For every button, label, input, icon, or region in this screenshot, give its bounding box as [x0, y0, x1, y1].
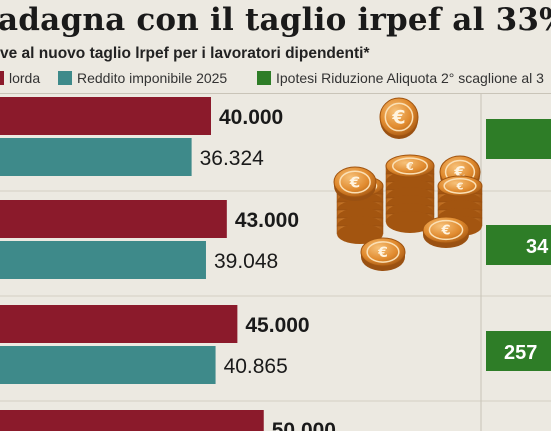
- legend-swatch-lorda: [0, 71, 4, 85]
- label-lorda: 43.000: [235, 209, 299, 232]
- legend-item-imponibile: Reddito imponibile 2025: [58, 70, 227, 86]
- coin-stack-layer: [385, 211, 435, 233]
- legend-swatch-ipotesi: [257, 71, 271, 85]
- legend-item-ipotesi: Ipotesi Riduzione Aliquota 2° scaglione …: [257, 70, 544, 86]
- euro-coin-icon: €: [422, 216, 470, 248]
- bar-lorda: [0, 410, 264, 431]
- svg-text:€: €: [349, 173, 360, 191]
- bar-lorda: [0, 200, 227, 238]
- svg-text:€: €: [377, 245, 388, 261]
- svg-text:€: €: [391, 107, 405, 129]
- label-lorda: 45.000: [245, 314, 309, 337]
- header-divider: [0, 93, 551, 94]
- coin-stack-layer: [336, 224, 384, 244]
- legend-label-lorda: lorda: [9, 70, 41, 86]
- euro-coin-icon: €: [437, 175, 483, 197]
- chart-title: adagna con il taglio irpef al 33%: [0, 2, 551, 38]
- label-imponibile: 36.324: [200, 147, 265, 170]
- svg-text:€: €: [456, 182, 464, 193]
- svg-text:€: €: [440, 224, 450, 239]
- bar-ipotesi: [486, 331, 551, 371]
- euro-coin-icon: €: [385, 154, 435, 178]
- label-imponibile: 40.865: [224, 355, 288, 378]
- label-lorda: 40.000: [219, 106, 283, 129]
- euro-coin-icon: €: [333, 166, 377, 201]
- coins-illustration: €€€€€€€€: [333, 97, 483, 271]
- legend-label-imponibile: Reddito imponibile 2025: [77, 70, 228, 86]
- label-imponibile: 39.048: [214, 250, 278, 273]
- label-ipotesi: 34: [526, 236, 549, 258]
- bar-ipotesi: [486, 225, 551, 265]
- svg-text:€: €: [405, 160, 414, 173]
- euro-coin-icon: €: [379, 97, 419, 139]
- legend-swatch-imponibile: [58, 71, 72, 85]
- chart-subtitle: ve al nuovo taglio lrpef per i lavorator…: [0, 45, 370, 62]
- bar-imponibile: [0, 241, 206, 279]
- bar-imponibile: [0, 138, 192, 176]
- bar-ipotesi: [486, 119, 551, 159]
- bars-group: 40.000 43.000 45.000 50.000 36.324 39.048 40.8…: [0, 97, 551, 431]
- legend-item-lorda: lorda: [0, 70, 40, 86]
- euro-coin-icon: €: [360, 237, 406, 271]
- bar-imponibile: [0, 346, 216, 384]
- legend-label-ipotesi: Ipotesi Riduzione Aliquota 2° scaglione …: [276, 70, 544, 86]
- label-lorda: 50.000: [272, 419, 336, 431]
- bar-lorda: [0, 97, 211, 135]
- bar-lorda: [0, 305, 238, 343]
- label-ipotesi: 257: [504, 342, 537, 364]
